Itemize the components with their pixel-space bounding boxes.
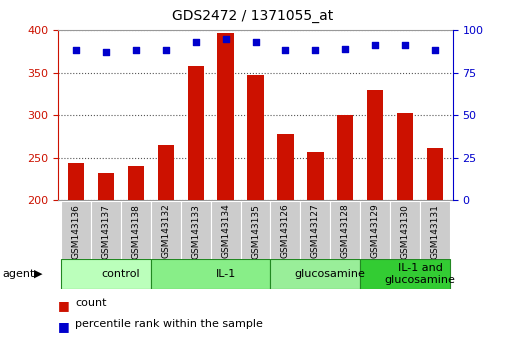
Text: agent: agent [3,269,35,279]
Text: GSM143133: GSM143133 [191,204,200,258]
Text: GSM143138: GSM143138 [131,204,140,258]
Bar [307,153,323,200]
Bar [157,145,174,200]
Bar [426,148,442,200]
Text: GSM143127: GSM143127 [310,204,319,258]
Point [102,49,110,55]
Text: GSM143128: GSM143128 [340,204,349,258]
Text: GSM143132: GSM143132 [161,204,170,258]
Point [311,48,319,53]
Text: ■: ■ [58,299,70,312]
Point [251,39,259,45]
Bar [187,66,204,200]
Point [221,36,229,41]
Bar [419,201,449,260]
Bar [121,201,150,260]
Bar [336,115,353,200]
Text: ■: ■ [58,320,70,333]
Bar [68,164,84,200]
Bar [61,201,91,260]
Bar [396,113,413,200]
Text: IL-1: IL-1 [215,269,235,279]
Text: IL-1 and
glucosamine: IL-1 and glucosamine [384,263,454,285]
Bar [360,259,449,289]
Text: GSM143126: GSM143126 [280,204,289,258]
Bar [150,201,180,260]
Point [281,48,289,53]
Text: GSM143135: GSM143135 [250,204,260,258]
Bar [360,201,389,260]
Bar [91,201,121,260]
Text: GDS2472 / 1371055_at: GDS2472 / 1371055_at [172,9,333,23]
Text: GSM143130: GSM143130 [400,204,409,258]
Text: count: count [75,298,106,308]
Point [400,42,408,48]
Bar [240,201,270,260]
Bar [300,201,330,260]
Text: GSM143131: GSM143131 [430,204,438,258]
Bar [366,90,383,200]
Bar [217,33,233,200]
Text: ▶: ▶ [34,269,43,279]
Text: percentile rank within the sample: percentile rank within the sample [75,319,262,329]
Bar [61,259,150,289]
Bar [270,259,360,289]
Bar [277,134,293,200]
Bar [330,201,360,260]
Text: GSM143137: GSM143137 [102,204,110,258]
Text: GSM143136: GSM143136 [72,204,80,258]
Bar [210,201,240,260]
Text: control: control [102,269,140,279]
Bar [150,259,270,289]
Text: GSM143134: GSM143134 [221,204,230,258]
Bar [97,173,114,200]
Point [72,48,80,53]
Text: glucosamine: glucosamine [294,269,365,279]
Point [340,46,348,52]
Point [162,48,170,53]
Bar [270,201,300,260]
Text: GSM143129: GSM143129 [370,204,379,258]
Bar [389,201,419,260]
Point [132,48,140,53]
Point [430,48,438,53]
Bar [180,201,210,260]
Bar [247,75,263,200]
Point [191,39,199,45]
Point [370,42,378,48]
Bar [127,166,144,200]
